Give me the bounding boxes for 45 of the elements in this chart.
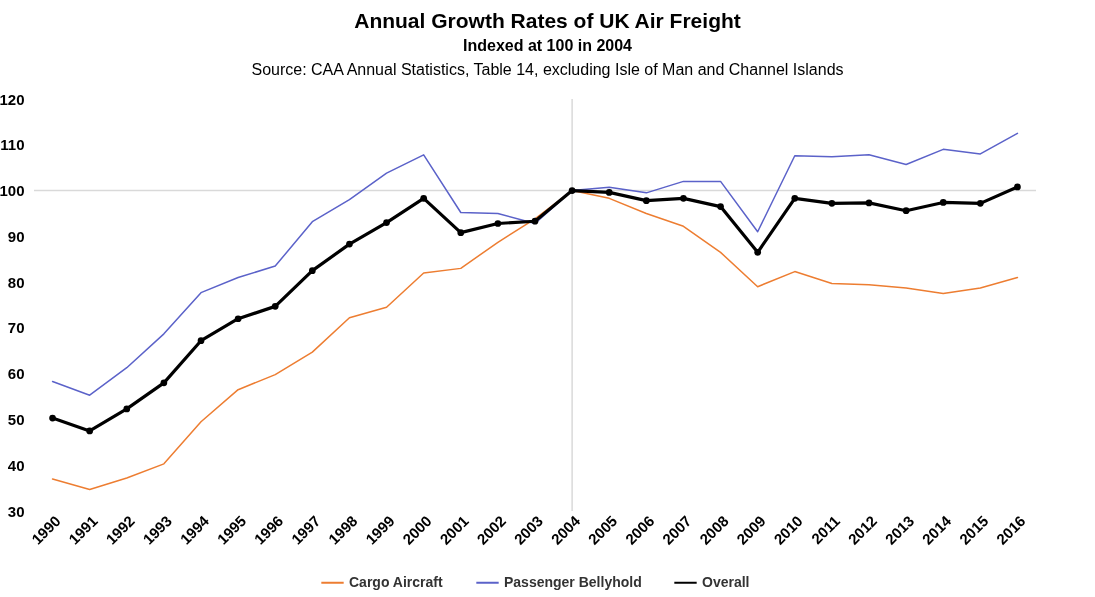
point [160, 379, 168, 387]
point [49, 414, 56, 422]
y-tick-label: 100 [0, 182, 25, 200]
point [568, 187, 576, 194]
y-tick-label: 70 [7, 319, 25, 337]
point [754, 249, 762, 256]
y-tick-label: 80 [7, 273, 25, 291]
point [531, 217, 539, 225]
y-tick-label: 120 [0, 90, 25, 108]
y-tick-label: 60 [7, 365, 25, 383]
point [976, 200, 984, 207]
point [680, 194, 687, 202]
point [383, 219, 390, 226]
chart-subtitle: Indexed at 100 in 2004 [462, 36, 633, 56]
y-tick-label: 50 [7, 410, 25, 428]
point [865, 199, 873, 207]
legend-label: Overall [702, 573, 750, 590]
point [234, 315, 242, 323]
point [717, 203, 724, 210]
point [86, 427, 94, 435]
point [642, 197, 650, 204]
legend-label: Cargo Aircraft [349, 573, 443, 590]
point [346, 240, 353, 248]
chart-title: Annual Growth Rates of UK Air Freight [353, 8, 742, 34]
point [605, 189, 613, 196]
point [791, 194, 799, 202]
point [123, 405, 131, 413]
point [197, 337, 205, 345]
y-tick-label: 30 [7, 502, 25, 520]
line-series [51, 189, 1019, 491]
point [308, 267, 316, 275]
point [271, 303, 279, 310]
y-tick-label: 40 [7, 456, 25, 474]
y-tick-label: 90 [7, 227, 25, 245]
point [828, 200, 836, 207]
y-tick-label: 110 [0, 136, 25, 154]
point [1014, 183, 1021, 191]
point [457, 229, 465, 237]
point [494, 220, 502, 227]
point [902, 207, 910, 215]
line-series [51, 132, 1019, 396]
point [420, 194, 428, 202]
legend-label: Passenger Bellyhold [504, 573, 642, 590]
point [939, 199, 947, 206]
source-note: Source: CAA Annual Statistics, Table 14, excluding Isle of Man and Channel Islands [250, 60, 845, 80]
